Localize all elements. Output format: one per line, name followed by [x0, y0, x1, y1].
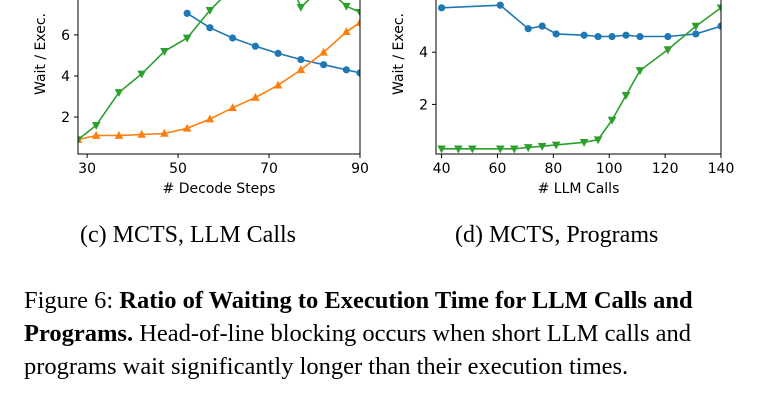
data-point-c-1: [274, 49, 282, 57]
axes-frame: [435, 0, 722, 155]
data-point-d-2: [593, 136, 603, 145]
caption-body: Head-of-line blocking occurs when short …: [24, 320, 691, 380]
data-point-c-2: [342, 27, 351, 36]
data-point-d-1: [437, 4, 446, 12]
series-line-d-1: [441, 4, 721, 38]
data-point-d-1: [636, 32, 644, 41]
x-tick-label: 60: [489, 161, 507, 177]
data-point-d-1: [608, 32, 616, 41]
data-point-d-2: [509, 145, 519, 154]
data-point-c-2: [296, 65, 306, 74]
series-line-c-2: [78, 21, 360, 141]
x-tick-label: 40: [433, 161, 451, 177]
data-point-d-2: [716, 4, 721, 13]
data-point-c-1: [320, 61, 328, 69]
figure-panels: 30 50 70 90 2 4 6 # Decode Steps Wait / Exec. 40…: [33, 0, 734, 197]
data-point-c-3: [182, 34, 192, 43]
y-tick-label: 4: [419, 45, 428, 61]
data-point-d-1: [496, 1, 504, 9]
data-point-c-3: [78, 136, 83, 145]
y-tick-label: 2: [419, 97, 428, 113]
data-point-d-1: [580, 31, 588, 39]
data-point-d-1: [524, 25, 532, 33]
x-tick-label: 80: [544, 161, 562, 177]
data-point-c-1: [356, 69, 360, 77]
data-point-d-2: [621, 91, 631, 100]
data-point-c-2: [319, 47, 328, 56]
data-point-d-1: [538, 22, 546, 30]
data-point-c-1: [297, 55, 305, 64]
y-axis-label: Wait / Exec.: [33, 13, 49, 95]
x-tick-label: 90: [351, 161, 369, 177]
data-point-c-2: [137, 129, 146, 138]
x-tick-label: 120: [652, 161, 679, 177]
y-axis-label: Wait / Exec.: [391, 13, 407, 95]
data-point-d-2: [537, 142, 547, 151]
data-point-c-1: [251, 42, 259, 50]
data-point-c-1: [206, 24, 214, 32]
data-point-d-1: [552, 30, 560, 38]
data-point-c-3: [91, 121, 101, 130]
data-point-d-1: [622, 31, 630, 39]
data-point-d-2: [551, 141, 561, 150]
data-point-c-1: [342, 66, 350, 74]
data-point-c-3: [296, 3, 306, 12]
data-point-d-2: [523, 144, 533, 153]
plot-area: [437, 1, 721, 154]
data-point-d-2: [691, 22, 701, 31]
data-point-d-2: [468, 145, 477, 154]
series-line-d-2: [441, 7, 721, 150]
figure-caption: Figure 6: Ratio of Waiting to Execution …: [24, 284, 754, 383]
data-point-d-1: [717, 22, 721, 30]
data-point-d-2: [437, 145, 446, 154]
data-point-c-2: [228, 103, 237, 112]
data-point-c-1: [183, 9, 191, 17]
y-tick-label: 6: [61, 28, 70, 44]
x-axis-label: # LLM Calls: [538, 181, 620, 197]
data-point-c-3: [137, 70, 146, 79]
plot-area: [78, 0, 360, 145]
x-tick-label: 100: [596, 161, 623, 177]
data-point-c-2: [182, 123, 192, 132]
caption-title: Ratio of Waiting to Execution Time for L…: [24, 287, 693, 347]
data-point-d-2: [635, 67, 645, 76]
data-point-c-3: [355, 9, 360, 17]
chart-panel-d: 40 60 80 100 120 140 2 4 # LLM Calls Wait / Exec.: [391, 0, 734, 197]
data-point-c-2: [160, 128, 169, 137]
chart-panel-c: 30 50 70 90 2 4 6 # Decode Steps Wait / Exec.: [33, 0, 369, 197]
y-tick-label: 4: [61, 69, 70, 85]
data-point-c-2: [205, 114, 215, 123]
x-axis-label: # Decode Steps: [163, 181, 276, 197]
data-point-d-1: [594, 32, 602, 41]
caption-prefix: Figure 6:: [24, 287, 120, 314]
data-point-d-1: [664, 32, 672, 41]
data-point-d-2: [579, 138, 589, 147]
data-point-d-2: [607, 116, 617, 125]
data-point-c-3: [160, 48, 169, 56]
data-point-d-1: [692, 30, 700, 38]
subcaption-d: (d) MCTS, Programs: [455, 222, 659, 248]
data-point-c-2: [91, 130, 101, 139]
x-tick-label: 50: [169, 161, 187, 177]
data-point-d-2: [454, 145, 463, 154]
subcaption-c: (c) MCTS, LLM Calls: [80, 222, 296, 248]
data-point-c-3: [114, 89, 124, 97]
data-point-d-2: [495, 145, 505, 154]
data-point-d-2: [663, 46, 673, 55]
x-tick-label: 70: [260, 161, 278, 177]
series-line-c-3: [78, 0, 360, 141]
data-point-c-1: [229, 34, 237, 42]
x-tick-label: 30: [78, 161, 96, 177]
data-point-c-3: [205, 6, 215, 15]
data-point-c-3: [342, 2, 351, 11]
data-point-c-2: [273, 80, 283, 89]
y-tick-label: 2: [61, 110, 70, 126]
axes-frame: [77, 0, 361, 155]
data-point-c-2: [355, 17, 360, 26]
x-tick-label: 140: [708, 161, 735, 177]
data-point-c-2: [251, 92, 260, 101]
data-point-c-2: [114, 130, 124, 139]
